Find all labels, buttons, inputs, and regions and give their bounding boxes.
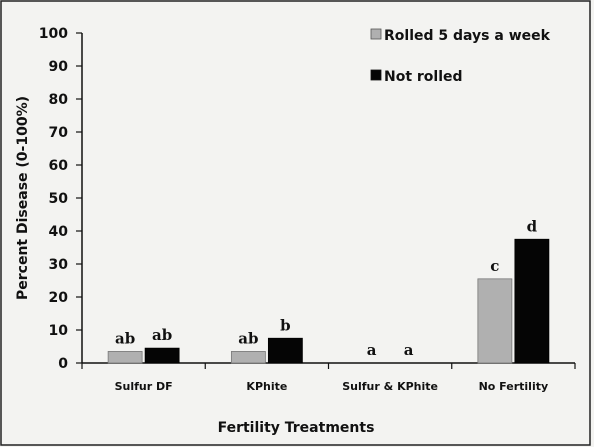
bar-kphite-0	[230, 351, 266, 364]
bar-sulfur-df-0	[107, 351, 143, 364]
legend-label-rolled: Rolled 5 days a week	[384, 28, 551, 44]
significance-label: a	[404, 341, 414, 359]
legend-label-not-rolled: Not rolled	[384, 69, 463, 85]
significance-label: ab	[152, 326, 172, 344]
category-labels: Sulfur DF KPhite Sulfur & KPhite No Fertili…	[115, 380, 549, 393]
significance-label: a	[367, 341, 377, 359]
significance-label: d	[527, 217, 538, 235]
y-tick-label: 80	[49, 92, 69, 108]
category-label: Sulfur & KPhite	[342, 380, 438, 393]
y-tick-label: 70	[49, 125, 69, 141]
y-axis-title: Percent Disease (0-100%)	[15, 96, 31, 300]
bar-no-fertility-1	[514, 238, 550, 364]
y-tick-label: 60	[49, 158, 69, 174]
significance-label: ab	[238, 329, 258, 347]
y-tick-label: 100	[39, 26, 68, 42]
legend-swatch-not-rolled	[370, 69, 382, 81]
y-tick-label: 40	[49, 224, 69, 240]
bar-kphite-1	[267, 337, 303, 364]
y-tick-label: 30	[49, 257, 69, 273]
y-ticks: 0 10 20 30 40 50 60 70 80 90 100	[39, 26, 82, 372]
x-axis-title: Fertility Treatments	[218, 420, 375, 436]
y-tick-label: 10	[49, 323, 69, 339]
y-tick-label: 0	[58, 356, 68, 372]
bar-sulfur-df-1	[144, 347, 180, 364]
significance-label: b	[280, 316, 291, 334]
category-label: No Fertility	[479, 380, 549, 393]
y-tick-label: 50	[49, 191, 69, 207]
bars	[107, 238, 550, 364]
significance-label: c	[490, 257, 499, 275]
category-label: Sulfur DF	[115, 380, 173, 393]
y-tick-label: 20	[49, 290, 69, 306]
bar-no-fertility-0	[477, 278, 513, 364]
y-tick-label: 90	[49, 59, 69, 75]
legend-swatch-rolled	[370, 28, 382, 40]
category-label: KPhite	[246, 380, 287, 393]
x-ticks	[81, 363, 576, 369]
significance-label: ab	[115, 329, 135, 347]
legend: Rolled 5 days a week Not rolled	[370, 28, 551, 85]
